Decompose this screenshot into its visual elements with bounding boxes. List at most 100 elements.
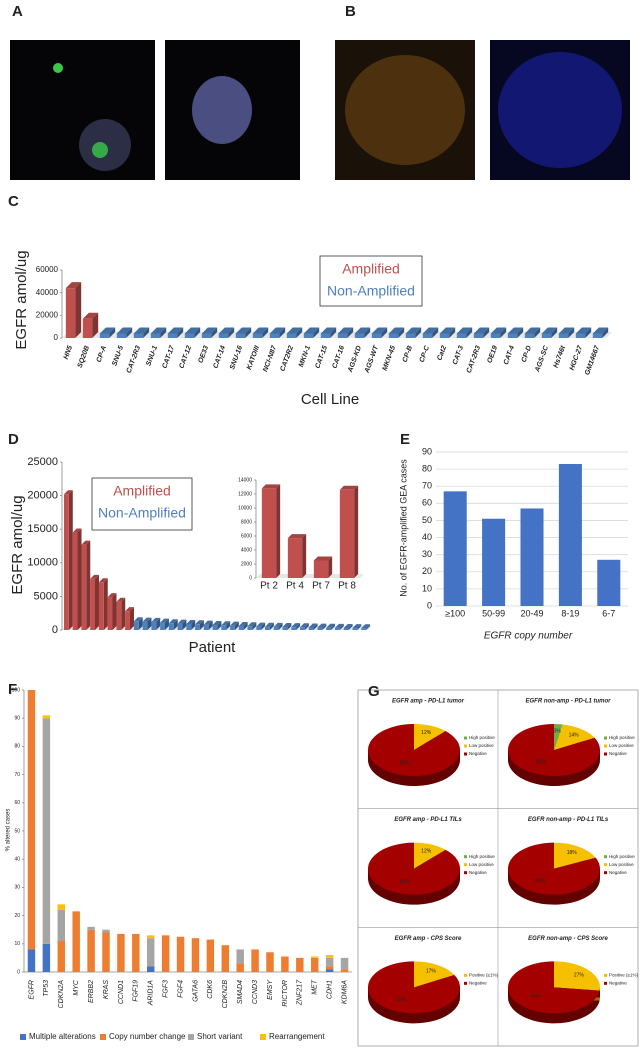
bar [361,628,367,630]
bar [422,333,433,338]
bar-side [313,623,318,630]
legend-swatch [260,1034,266,1040]
legend-label: Positive (≥1%) [609,973,638,978]
panel-label: F [8,681,17,698]
bar [167,333,178,338]
bar [507,333,518,338]
legend-label: Amplified [342,261,400,277]
bar-side [121,597,126,630]
y-tick-label: 70 [422,481,432,491]
bar-segment [191,938,200,972]
bar-side [322,623,327,630]
y-tick-label: 60 [14,800,20,806]
bar-side [160,327,167,338]
x-tick-label: MKN-45 [382,345,398,372]
legend-box [91,477,193,531]
bar [99,333,110,338]
x-tick-label: CDK6 [207,980,214,999]
bar-top [303,327,320,334]
y-tick-label: 8000 [241,519,252,525]
y-tick-label: 20000 [27,490,58,502]
y-tick-label: 4000 [241,547,252,553]
bar [221,625,227,630]
y-tick-label: 80 [14,744,20,750]
bar [300,627,305,630]
x-tick-label: CDKN2B [222,980,229,1009]
bar-top [82,312,99,319]
floor [256,574,364,578]
bar-top [184,327,201,334]
x-tick-label: 6-7 [602,608,615,618]
legend-swatch [604,863,607,867]
bar-top [507,327,524,334]
bar [473,333,484,338]
bar-top [300,623,309,628]
bar-side [182,619,187,630]
bar-side [415,327,422,338]
x-tick-label: CAT-14 [212,345,227,370]
y-tick-label: 10 [14,941,20,947]
x-tick-label: KRAS [103,980,110,999]
bar-side [126,327,133,338]
y-tick-label: 2000 [241,561,252,567]
legend-label: Low positive [609,862,634,867]
pie-title: EGFR non-amp - PD-L1 TILs [528,817,609,823]
bar [184,333,195,338]
bar [203,624,209,630]
bar-top [142,617,152,622]
bar [230,625,235,630]
legend-swatch [100,1034,106,1040]
bar-top [63,490,73,495]
slice-label: 88% [400,761,411,767]
bar-segment [340,957,349,970]
x-tick-label: SNU-5 [111,345,125,367]
bar-top [339,485,359,490]
legend-label: Positive (≥1%) [469,973,498,978]
panel-label: A [12,3,23,20]
bar-segment [281,956,289,972]
bar-side [112,593,117,630]
x-tick-label: FGF4 [177,980,184,998]
bar-top [439,327,456,334]
bar [116,601,122,630]
slice-label: 17% [426,969,437,975]
nucleus [192,76,252,144]
x-tick-label: ERBB2 [88,980,95,1003]
x-tick-label: CDKN2A [58,980,65,1009]
bar-side [278,622,283,630]
bar-side [534,327,541,338]
bar-segment [236,963,244,972]
legend-swatch [604,973,607,977]
pie-title: EGFR non-amp - CPS Score [528,936,608,942]
bar [597,559,621,606]
slice-label: 12% [421,849,432,855]
y-tick-label: 25000 [27,456,58,468]
bar-top [81,540,91,545]
bar [72,532,78,630]
bar-side [86,540,91,630]
legend-swatch [464,863,467,867]
bar [592,333,603,338]
bar-side [517,327,524,338]
bar [133,621,139,630]
bar-segment [236,949,244,964]
bar-side [173,619,178,630]
bar-side [366,624,371,630]
bar-top [371,327,388,334]
x-tick-label: EMSY [267,979,274,1000]
legend-label: Negative [469,751,487,756]
bar-top [256,622,266,627]
bar [439,333,450,338]
bar-side [398,327,405,338]
bar [291,627,297,630]
y-tick-label: 60 [422,498,432,508]
bar-top [177,619,187,624]
bar-segment [42,718,51,944]
legend-swatch [604,871,607,875]
x-tick-label: CAT-4 [503,345,516,366]
bar-top [72,528,82,533]
bar-side [302,534,307,578]
bar-top [116,597,126,602]
x-tick-label: GATA6 [192,980,199,1002]
bar-side [234,621,239,630]
